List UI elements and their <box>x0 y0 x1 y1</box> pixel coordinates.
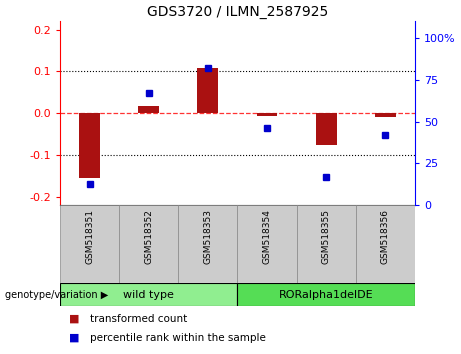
Bar <box>237 205 296 283</box>
Bar <box>60 205 119 283</box>
Bar <box>79 113 100 178</box>
Bar <box>178 205 237 283</box>
Text: genotype/variation ▶: genotype/variation ▶ <box>5 290 108 300</box>
Bar <box>316 113 337 145</box>
Text: GSM518353: GSM518353 <box>203 209 213 264</box>
Bar <box>197 68 218 113</box>
Text: wild type: wild type <box>123 290 174 300</box>
Text: GSM518356: GSM518356 <box>381 209 390 264</box>
Text: GSM518352: GSM518352 <box>144 209 153 264</box>
Text: GSM518355: GSM518355 <box>322 209 331 264</box>
Text: ■: ■ <box>69 314 80 324</box>
Bar <box>119 205 178 283</box>
Bar <box>375 113 396 118</box>
Bar <box>60 283 237 306</box>
Bar <box>257 113 278 116</box>
Bar <box>356 205 415 283</box>
Bar <box>237 283 415 306</box>
Text: percentile rank within the sample: percentile rank within the sample <box>90 333 266 343</box>
Title: GDS3720 / ILMN_2587925: GDS3720 / ILMN_2587925 <box>147 5 328 19</box>
Bar <box>296 205 356 283</box>
Text: transformed count: transformed count <box>90 314 187 324</box>
Text: RORalpha1delDE: RORalpha1delDE <box>279 290 373 300</box>
Text: ■: ■ <box>69 333 80 343</box>
Text: GSM518354: GSM518354 <box>262 209 272 264</box>
Bar <box>138 106 159 113</box>
Text: GSM518351: GSM518351 <box>85 209 94 264</box>
